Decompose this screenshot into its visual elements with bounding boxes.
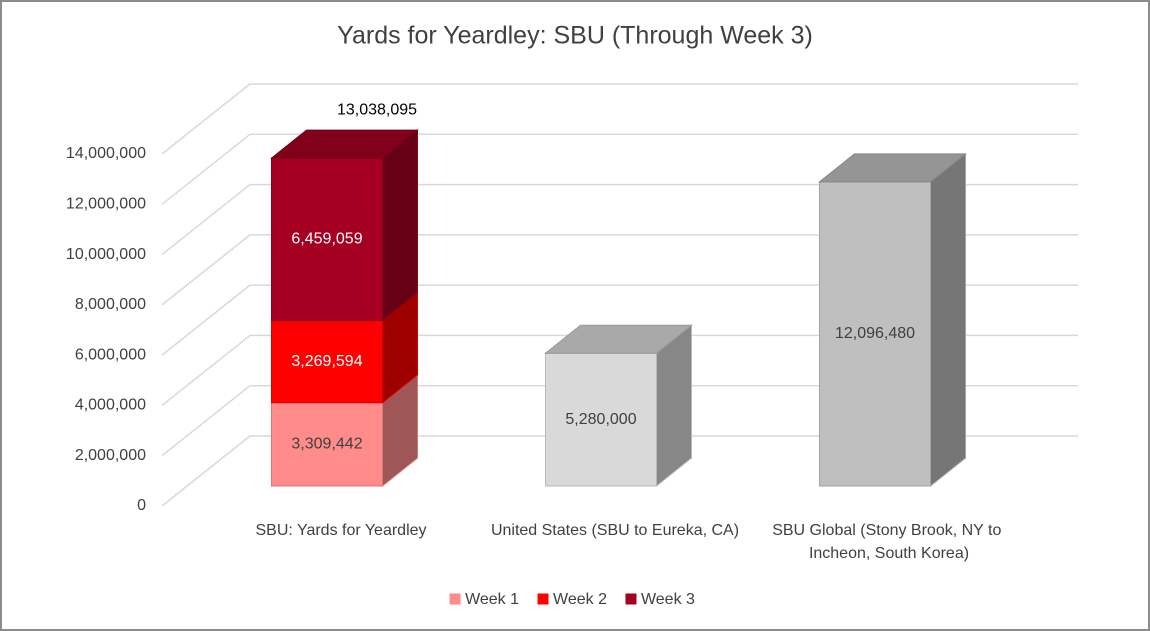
legend-label: Week 2 [553,591,607,608]
bar-top [544,324,693,354]
x-tick-label: SBU: Yards for Yeardley [255,522,426,539]
legend-swatch [624,592,638,606]
data-label: 5,280,000 [565,411,636,428]
grid-line-side [161,133,251,205]
bar [271,129,418,322]
bar-top [818,153,967,183]
y-tick-label: 10,000,000 [66,246,146,263]
y-tick-label: 4,000,000 [75,397,146,414]
grid-line-side [161,234,251,306]
grid-line-side [161,284,251,356]
legend-label: Week 3 [641,591,695,608]
grid-line-side [161,385,251,457]
y-tick-label: 12,000,000 [66,196,146,213]
y-tick-label: 2,000,000 [75,447,146,464]
grid-line-side [161,83,251,155]
reference-bar [819,152,966,488]
data-label: 3,309,442 [291,436,362,453]
bar [271,373,418,488]
reference-bar [545,324,692,488]
x-tick-label: United States (SBU to Eureka, CA) [491,522,739,539]
y-tick-label: 6,000,000 [75,346,146,363]
y-tick-label: 8,000,000 [75,296,146,313]
legend-label: Week 1 [465,591,519,608]
y-tick-label: 0 [137,497,146,514]
data-label: 3,269,594 [291,353,362,370]
data-label: 12,096,480 [835,325,915,342]
grid-line-side [161,334,251,407]
y-tick-label: 14,000,000 [66,145,146,162]
chart-title: Yards for Yeardley: SBU (Through Week 3) [337,22,813,50]
reference-bar-side [930,152,966,488]
legend-swatch [448,592,462,606]
bar-side [382,129,418,322]
total-label: 13,038,095 [337,101,417,118]
grid-line-side [161,183,251,256]
grid-line-side [161,435,251,507]
x-tick-label: SBU Global (Stony Brook, NY to Incheon, … [772,522,1006,562]
bar-top [270,129,419,159]
legend-swatch [536,592,550,606]
data-label: 6,459,059 [291,231,362,248]
